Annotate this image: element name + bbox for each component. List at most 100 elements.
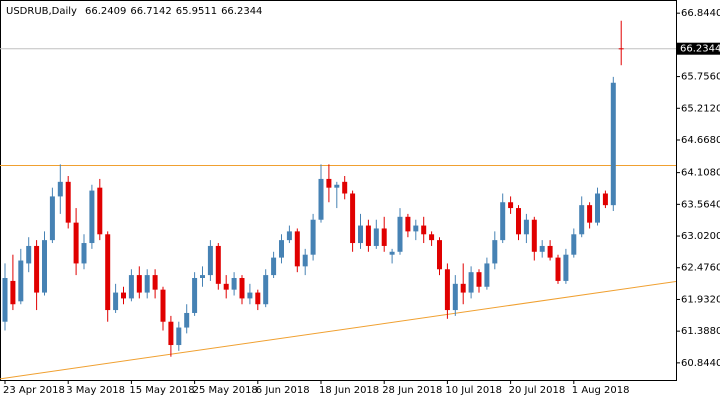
candle-body — [531, 219, 537, 252]
candle-body — [2, 278, 8, 322]
candle-body — [547, 245, 553, 258]
x-tick-label: 20 Jul 2018 — [509, 385, 566, 396]
candle-body — [184, 312, 190, 328]
chart-title: USDRUB,Daily — [6, 6, 77, 17]
x-tick-label: 1 Aug 2018 — [572, 385, 630, 396]
y-tick-label: 65.7560 — [681, 72, 720, 83]
candle-body — [89, 190, 95, 244]
candle-body — [444, 269, 450, 311]
candle-body — [239, 278, 245, 299]
candle-body — [263, 275, 269, 305]
candle-body — [34, 245, 40, 293]
open-value: 66.2409 — [85, 6, 126, 17]
candle-body — [555, 257, 561, 281]
candle-body — [231, 278, 237, 290]
candle-body — [523, 219, 529, 235]
candle-body — [10, 280, 16, 305]
trendline — [0, 281, 676, 380]
candle-body — [286, 231, 292, 241]
candle-body — [168, 321, 174, 346]
candle-body — [136, 275, 142, 293]
candle-body — [429, 234, 435, 241]
x-tick-label: 25 May 2018 — [193, 385, 258, 396]
candle-body — [326, 178, 332, 188]
candle-body — [595, 193, 600, 223]
candle-body — [160, 289, 166, 322]
y-tick-label: 65.2120 — [681, 103, 720, 114]
candle-body — [468, 272, 474, 293]
y-tick-label: 64.6680 — [681, 135, 720, 146]
candle-body — [271, 257, 277, 276]
x-tick-label: 3 May 2018 — [66, 385, 125, 396]
candle-body — [602, 193, 608, 206]
candle-body — [81, 243, 87, 264]
candle-body — [350, 193, 356, 244]
y-tick-label: 62.4760 — [681, 263, 720, 274]
candle-body — [57, 181, 63, 197]
candle-body — [397, 216, 403, 252]
candle-body — [152, 275, 158, 290]
candle-body — [389, 251, 395, 255]
x-tick-label: 18 Jun 2018 — [319, 385, 379, 396]
candle-body — [255, 292, 261, 305]
candle-body — [310, 219, 316, 255]
y-tick-label: 63.5640 — [681, 199, 720, 210]
candle-body — [381, 228, 387, 246]
y-tick-label: 60.8440 — [681, 358, 720, 369]
candle-body — [460, 283, 466, 293]
candle-body — [200, 275, 205, 279]
candle-body — [65, 181, 71, 223]
x-tick-label: 28 Jun 2018 — [382, 385, 442, 396]
candle-body — [452, 283, 458, 311]
candle-body — [373, 228, 379, 246]
candle-body — [247, 292, 253, 299]
x-tick-label: 10 Jul 2018 — [445, 385, 502, 396]
candle-body — [42, 240, 47, 293]
candle-body — [476, 272, 482, 287]
candle-body — [484, 263, 490, 287]
candle-body — [279, 240, 284, 258]
price-label: 66.2344 — [680, 44, 720, 55]
candle-body — [18, 260, 24, 302]
candle-body — [302, 254, 308, 267]
candle-body — [492, 240, 498, 264]
candle-body — [516, 208, 521, 235]
candle-body — [113, 292, 119, 311]
candle-body — [128, 275, 134, 299]
candle-body — [571, 234, 577, 255]
candle-body — [73, 222, 79, 264]
candle-body — [539, 245, 545, 252]
candle-body — [105, 234, 111, 311]
candle-body — [121, 292, 126, 299]
candle-body — [294, 231, 300, 267]
y-tick-label: 66.8440 — [681, 8, 720, 19]
candle-body — [176, 327, 182, 346]
y-tick-label: 61.9320 — [681, 294, 720, 305]
candle-body — [26, 245, 32, 264]
candle-body — [365, 225, 371, 246]
x-tick-label: 15 May 2018 — [129, 385, 194, 396]
chart-header: USDRUB,Daily 66.2409 66.7142 65.9511 66.2344 — [6, 6, 262, 17]
candle-body — [358, 225, 363, 244]
high-value: 66.7142 — [130, 6, 171, 17]
candle-body — [144, 275, 150, 293]
y-tick-label: 61.3880 — [681, 326, 720, 337]
y-tick-label: 64.1080 — [681, 168, 720, 179]
candle-body — [563, 254, 569, 281]
plot-frame — [0, 0, 677, 381]
candle-body — [405, 216, 411, 232]
candle-body — [587, 205, 593, 223]
candle-body — [207, 245, 213, 276]
close-value: 66.2344 — [221, 6, 262, 17]
candle-body — [413, 225, 419, 232]
candle-body — [610, 82, 616, 206]
candle-body — [342, 181, 348, 194]
low-value: 65.9511 — [176, 6, 217, 17]
candle-body — [508, 202, 514, 209]
candle-body — [421, 225, 427, 235]
candle-body — [500, 202, 506, 241]
candle-body — [437, 240, 442, 270]
x-tick-label: 23 Apr 2018 — [3, 385, 65, 396]
candle-body — [618, 48, 624, 50]
